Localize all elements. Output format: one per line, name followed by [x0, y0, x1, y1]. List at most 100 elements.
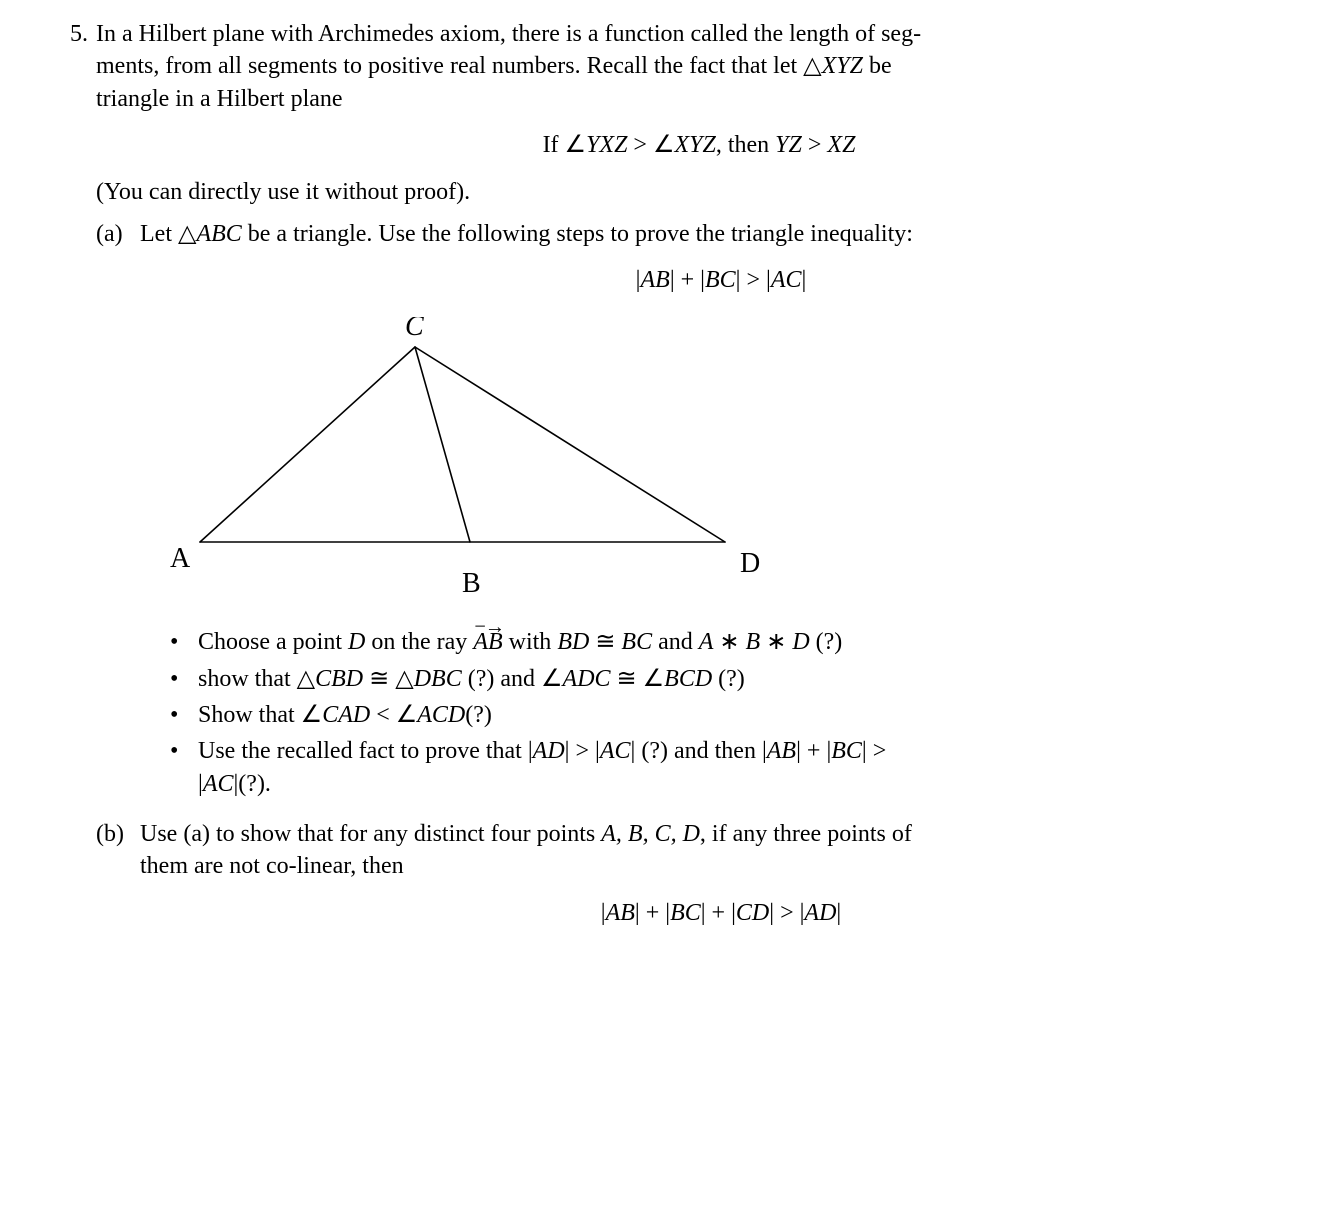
s4-plus: +	[801, 738, 827, 764]
a-text-1: Let	[140, 221, 178, 247]
angle-symbol: ∠	[653, 132, 675, 158]
s3-a2: ACD	[417, 702, 465, 728]
angle-symbol: ∠	[541, 666, 563, 692]
plus: +	[706, 900, 732, 926]
problem-5: 5. In a Hilbert plane with Archimedes ax…	[40, 18, 1302, 943]
part-a-text: Let △ABC be a triangle. Use the followin…	[140, 218, 1302, 250]
fact-gt: >	[627, 132, 653, 158]
s1-A: A	[699, 629, 714, 655]
intro-paragraph: In a Hilbert plane with Archimedes axiom…	[96, 18, 1302, 115]
fact-if: If	[543, 132, 565, 158]
s3-1: Show that	[198, 702, 301, 728]
plus: +	[640, 900, 666, 926]
part-b: (b) Use (a) to show that for any distinc…	[96, 818, 1302, 943]
proof-steps: Choose a point D on the ray −→AB with BD…	[140, 626, 1302, 800]
s3-q: (?)	[465, 702, 492, 728]
s4-AB: AB	[767, 738, 796, 764]
s1-BD: BD	[557, 629, 589, 655]
part-a-body: Let △ABC be a triangle. Use the followin…	[140, 218, 1302, 808]
part-a: (a) Let △ABC be a triangle. Use the foll…	[96, 218, 1302, 808]
intro-tri: XYZ	[822, 53, 863, 79]
triangle-figure: ABCD	[140, 317, 1302, 616]
s1-star2: ∗	[760, 629, 792, 655]
fact-seg1: YZ	[775, 132, 802, 158]
s4-AD: AD	[533, 738, 565, 764]
s2-q: (?)	[712, 666, 745, 692]
s3-a1: CAD	[322, 702, 370, 728]
angle-symbol: ∠	[396, 702, 418, 728]
triangle-svg: ABCD	[140, 317, 780, 607]
step-3: Show that ∠CAD < ∠ACD(?)	[170, 699, 1302, 731]
intro-line-1: In a Hilbert plane with Archimedes axiom…	[96, 21, 921, 47]
intro-line-3: triangle in a Hilbert plane	[96, 86, 343, 112]
step-2: show that △CBD ≅ △DBC (?) and ∠ADC ≅ ∠BC…	[170, 663, 1302, 695]
s4-mid: (?) and then	[635, 738, 762, 764]
s2-cong: ≅	[363, 666, 395, 692]
a-tri: ABC	[196, 221, 241, 247]
s1-4: and	[652, 629, 699, 655]
s1-D2: D	[792, 629, 809, 655]
intro-line-2b: be	[863, 53, 892, 79]
b-text-3: them are not co-linear, then	[140, 853, 404, 879]
s2-mid: (?) and	[462, 666, 541, 692]
bar: |	[802, 267, 807, 293]
fact-comma-then: , then	[716, 132, 775, 158]
s4-AC: AC	[600, 738, 631, 764]
ineq-AB: AB	[640, 267, 669, 293]
s1-star: ∗	[713, 629, 745, 655]
fact-gt2: >	[802, 132, 828, 158]
a-text-2: be a triangle. Use the following steps t…	[242, 221, 913, 247]
fact-ang2: XYZ	[674, 132, 715, 158]
part-b-label: (b)	[96, 818, 140, 850]
angle-symbol: ∠	[565, 132, 587, 158]
s2-t2: DBC	[414, 666, 462, 692]
problem-number: 5.	[40, 18, 96, 50]
gt: >	[774, 900, 800, 926]
s2-t1: CBD	[315, 666, 363, 692]
svg-text:C: C	[405, 317, 424, 342]
plus: +	[675, 267, 701, 293]
fact-ang1: YXZ	[586, 132, 627, 158]
s2-a2: BCD	[664, 666, 712, 692]
s1-3: with	[503, 629, 558, 655]
problem-body: In a Hilbert plane with Archimedes axiom…	[96, 18, 1302, 943]
gt: >	[740, 267, 766, 293]
ray-arrow-icon: −→	[474, 617, 504, 637]
b-BC: BC	[670, 900, 701, 926]
s2-a1: ADC	[563, 666, 611, 692]
s3-lt: <	[370, 702, 396, 728]
fact-seg2: XZ	[827, 132, 855, 158]
triangle-symbol: △	[803, 53, 821, 79]
b-CD: CD	[736, 900, 769, 926]
part-a-label: (a)	[96, 218, 140, 250]
ray-AB: −→AB	[473, 630, 502, 654]
triangle-symbol: △	[395, 666, 413, 692]
s4-gt: >	[569, 738, 595, 764]
recalled-fact: If ∠YXZ > ∠XYZ, then YZ > XZ	[96, 129, 1302, 161]
s4-q: (?).	[238, 771, 271, 797]
part-b-text: Use (a) to show that for any distinct fo…	[140, 818, 1302, 883]
proof-note: (You can directly use it without proof).	[96, 176, 1302, 208]
part-b-body: Use (a) to show that for any distinct fo…	[140, 818, 1302, 943]
s1-cong: ≅	[589, 629, 621, 655]
s1-D: D	[348, 629, 365, 655]
s4-AC2: AC	[203, 771, 234, 797]
b-AB: AB	[606, 900, 635, 926]
svg-text:B: B	[462, 568, 481, 599]
angle-symbol: ∠	[643, 666, 665, 692]
b-text-2: , if any three points of	[700, 821, 912, 847]
s1-2: on the ray	[365, 629, 473, 655]
s1-BC: BC	[621, 629, 652, 655]
s1-B: B	[746, 629, 761, 655]
s1-q: (?)	[810, 629, 843, 655]
s4-gt2: >	[867, 738, 887, 764]
triangle-symbol: △	[297, 666, 315, 692]
b-pts: A, B, C, D	[601, 821, 700, 847]
intro-line-2a: ments, from all segments to positive rea…	[96, 53, 803, 79]
s1-1: Choose a point	[198, 629, 348, 655]
b-text-1: Use (a) to show that for any distinct fo…	[140, 821, 601, 847]
s4-1: Use the recalled fact to prove that	[198, 738, 528, 764]
step-1: Choose a point D on the ray −→AB with BD…	[170, 626, 1302, 658]
step-4: Use the recalled fact to prove that |AD|…	[170, 735, 1302, 800]
ineq-BC: BC	[705, 267, 736, 293]
